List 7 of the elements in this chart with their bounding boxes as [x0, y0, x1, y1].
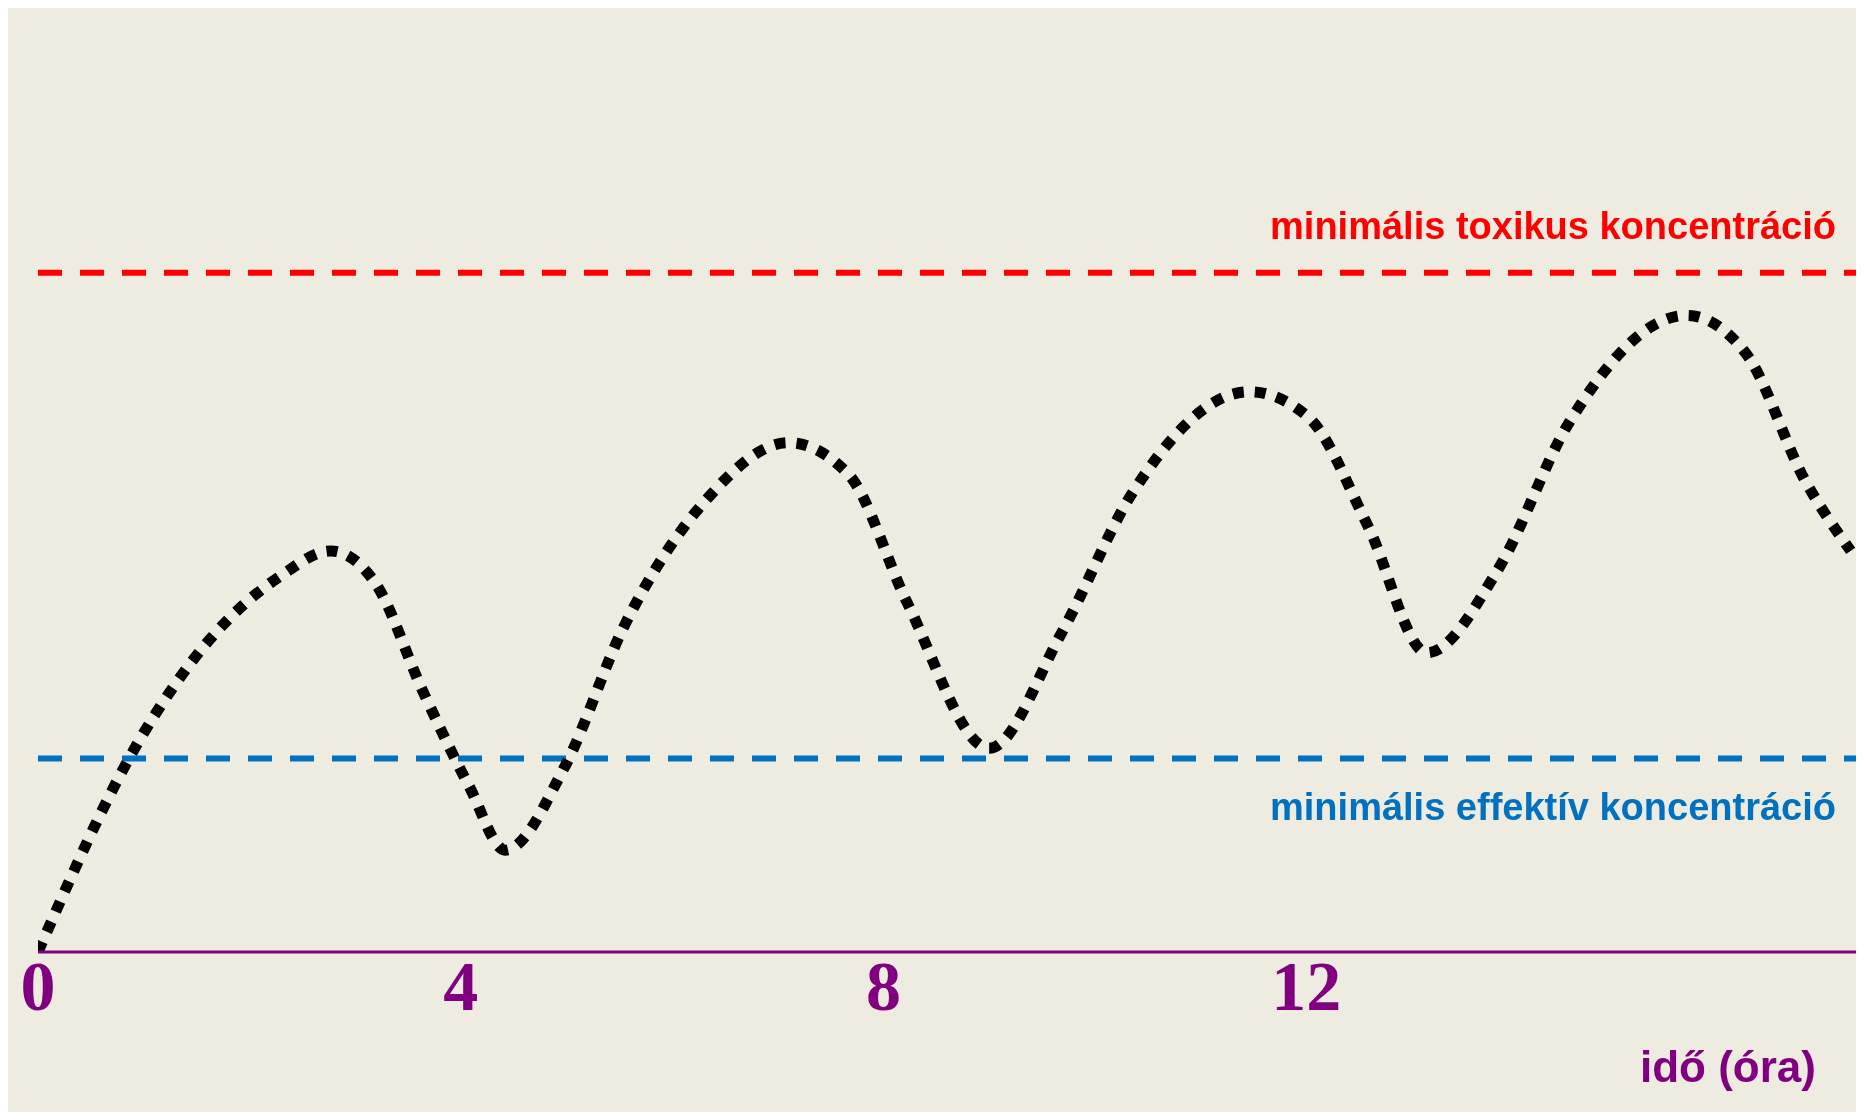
x-axis-title: idő (óra): [1640, 1042, 1816, 1091]
ref-line-label: minimális effektív koncentráció: [1270, 786, 1836, 829]
ref-line-label: minimális toxikus koncentráció: [1270, 204, 1836, 247]
x-tick-label: 12: [1271, 948, 1342, 1025]
x-tick-label: 0: [20, 948, 56, 1025]
x-tick-label: 8: [866, 948, 902, 1025]
x-tick-label: 4: [443, 948, 479, 1025]
